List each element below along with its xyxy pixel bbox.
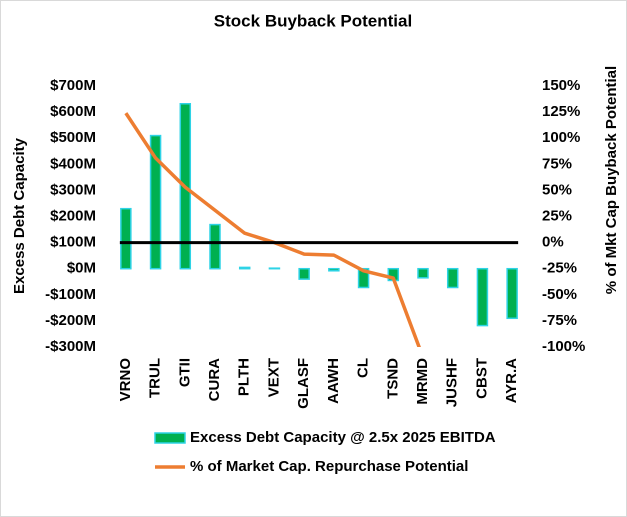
x-tick-label: TSND [384,358,401,399]
y-tick-label: -$100M [45,286,96,303]
legend-label: % of Market Cap. Repurchase Potential [190,458,468,475]
bar [149,134,162,270]
chart-title: Stock Buyback Potential [214,11,412,30]
y2-tick-label: -50% [542,286,577,303]
y-tick-label: $700M [50,77,96,94]
plot-area [120,102,518,347]
bar [476,267,489,327]
bar [238,266,251,270]
x-tick-label: MRMD [414,358,431,405]
x-tick-label: PLTH [236,358,253,396]
x-tick-label: CBST [473,358,490,399]
bar [209,223,221,270]
x-tick-label: AAWH [325,358,342,404]
bar [268,267,281,270]
y-tick-label: $0M [67,260,96,277]
y2-tick-label: 75% [542,155,572,172]
bar [120,207,132,270]
x-tick-label: GLASF [295,358,312,409]
y2-tick-label: -75% [542,312,577,329]
x-tick-label: VEXT [265,358,282,397]
bar [328,267,340,272]
y2-tick-label: 125% [542,103,580,120]
y-tick-label: $300M [50,181,96,198]
legend-label: Excess Debt Capacity @ 2.5x 2025 EBITDA [190,429,496,446]
bar [298,267,310,280]
bar [357,267,370,289]
y2-axis-title: % of Mkt Cap Buyback Potential [603,66,620,294]
x-tick-label: CURA [206,358,223,401]
y-tick-label: $400M [50,155,96,172]
bar [417,267,429,279]
y-axis-title: Excess Debt Capacity [11,137,28,294]
y-tick-label: $600M [50,103,96,120]
y2-tick-label: 25% [542,207,572,224]
bar [506,267,518,320]
x-tick-label: TRUL [147,358,164,398]
x-tick-label: VRNO [117,358,134,402]
y2-tick-label: 50% [542,181,572,198]
legend-swatch [154,432,186,444]
y-tick-label: -$300M [45,338,96,355]
y-tick-label: $500M [50,129,96,146]
y-tick-label: -$200M [45,312,96,329]
x-tick-label: JUSHF [444,358,461,407]
x-tick-label: AYR.A [503,358,520,403]
bar [446,267,459,289]
x-tick-label: CL [355,358,372,378]
x-tick-label: GTII [176,358,193,387]
y2-tick-label: 150% [542,77,580,94]
y2-tick-label: 100% [542,129,580,146]
y2-tick-label: -25% [542,260,577,277]
y-tick-label: $200M [50,207,96,224]
y-tick-label: $100M [50,234,96,251]
y2-tick-label: 0% [542,234,564,251]
y2-tick-label: -100% [542,338,585,355]
